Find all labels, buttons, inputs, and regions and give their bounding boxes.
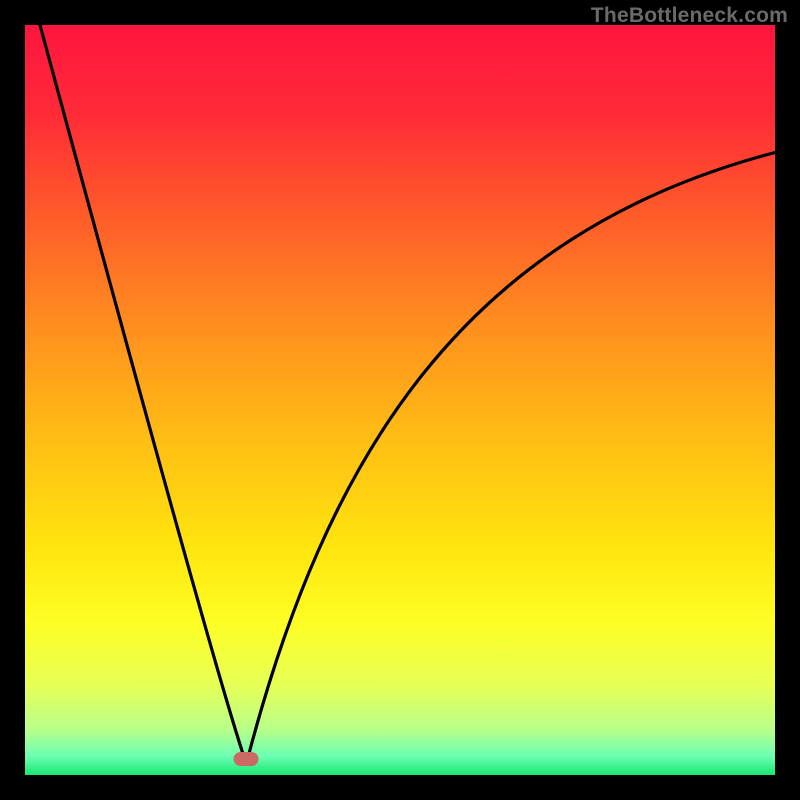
plot-area: [25, 25, 775, 775]
bottleneck-curve: [25, 25, 775, 775]
chart-container: TheBottleneck.com: [0, 0, 800, 800]
vertex-marker: [234, 752, 259, 766]
